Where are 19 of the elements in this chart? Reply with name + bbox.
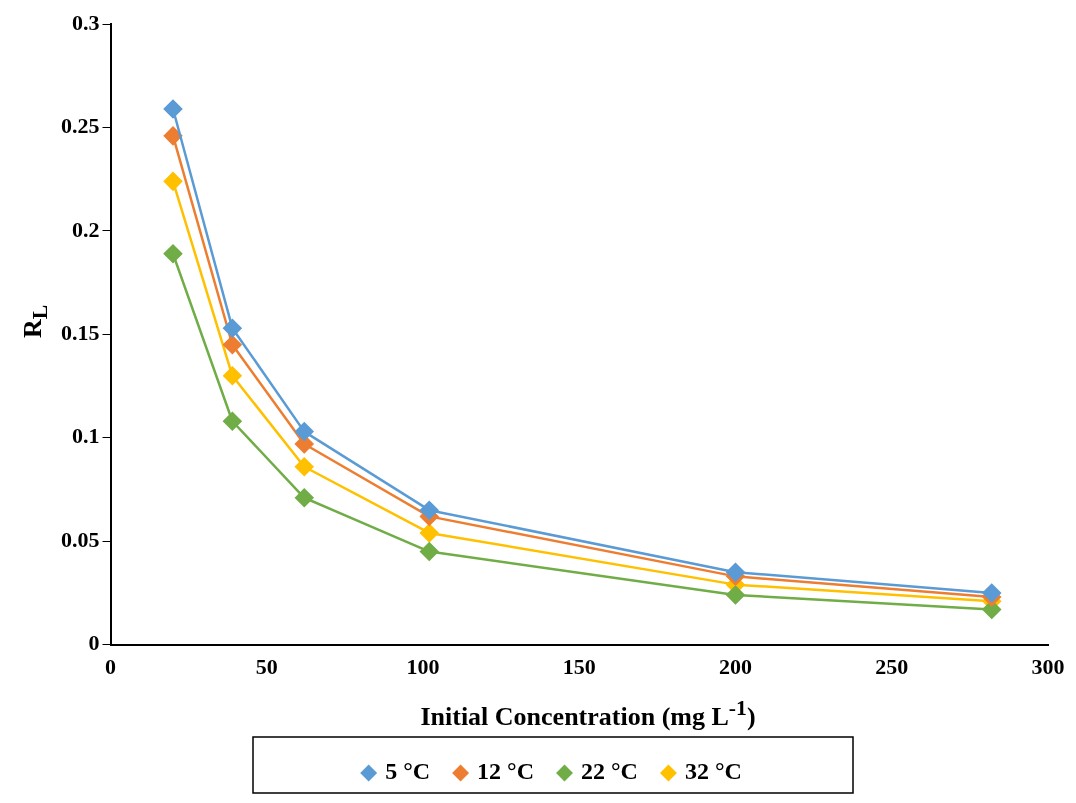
x-tick-label: 300 xyxy=(1031,654,1065,680)
y-tick-label: 0.15 xyxy=(61,320,100,346)
legend-label: 12 °C xyxy=(477,758,535,785)
x-tick-label: 150 xyxy=(562,654,596,680)
x-tick-label: 250 xyxy=(875,654,909,680)
x-axis-title: Initial Concentration (mg L$^{-1}$) xyxy=(419,696,757,732)
x-tick-label: 50 xyxy=(255,654,278,680)
y-tick-label: 0.2 xyxy=(72,216,100,242)
legend-label: 32 °C xyxy=(684,758,742,785)
x-tick-label: 200 xyxy=(719,654,752,680)
y-tick-label: 0.3 xyxy=(72,9,100,35)
x-tick-label: 100 xyxy=(406,654,440,680)
y-tick-label: 0.05 xyxy=(61,526,100,552)
y-tick-label: 0 xyxy=(88,630,100,656)
legend-label: 22 °C xyxy=(581,758,638,785)
y-tick-label: 0.25 xyxy=(61,113,100,139)
y-tick-label: 0.1 xyxy=(72,423,100,449)
legend-label: 5 °C xyxy=(385,758,431,785)
x-tick-label: 0 xyxy=(105,654,116,680)
